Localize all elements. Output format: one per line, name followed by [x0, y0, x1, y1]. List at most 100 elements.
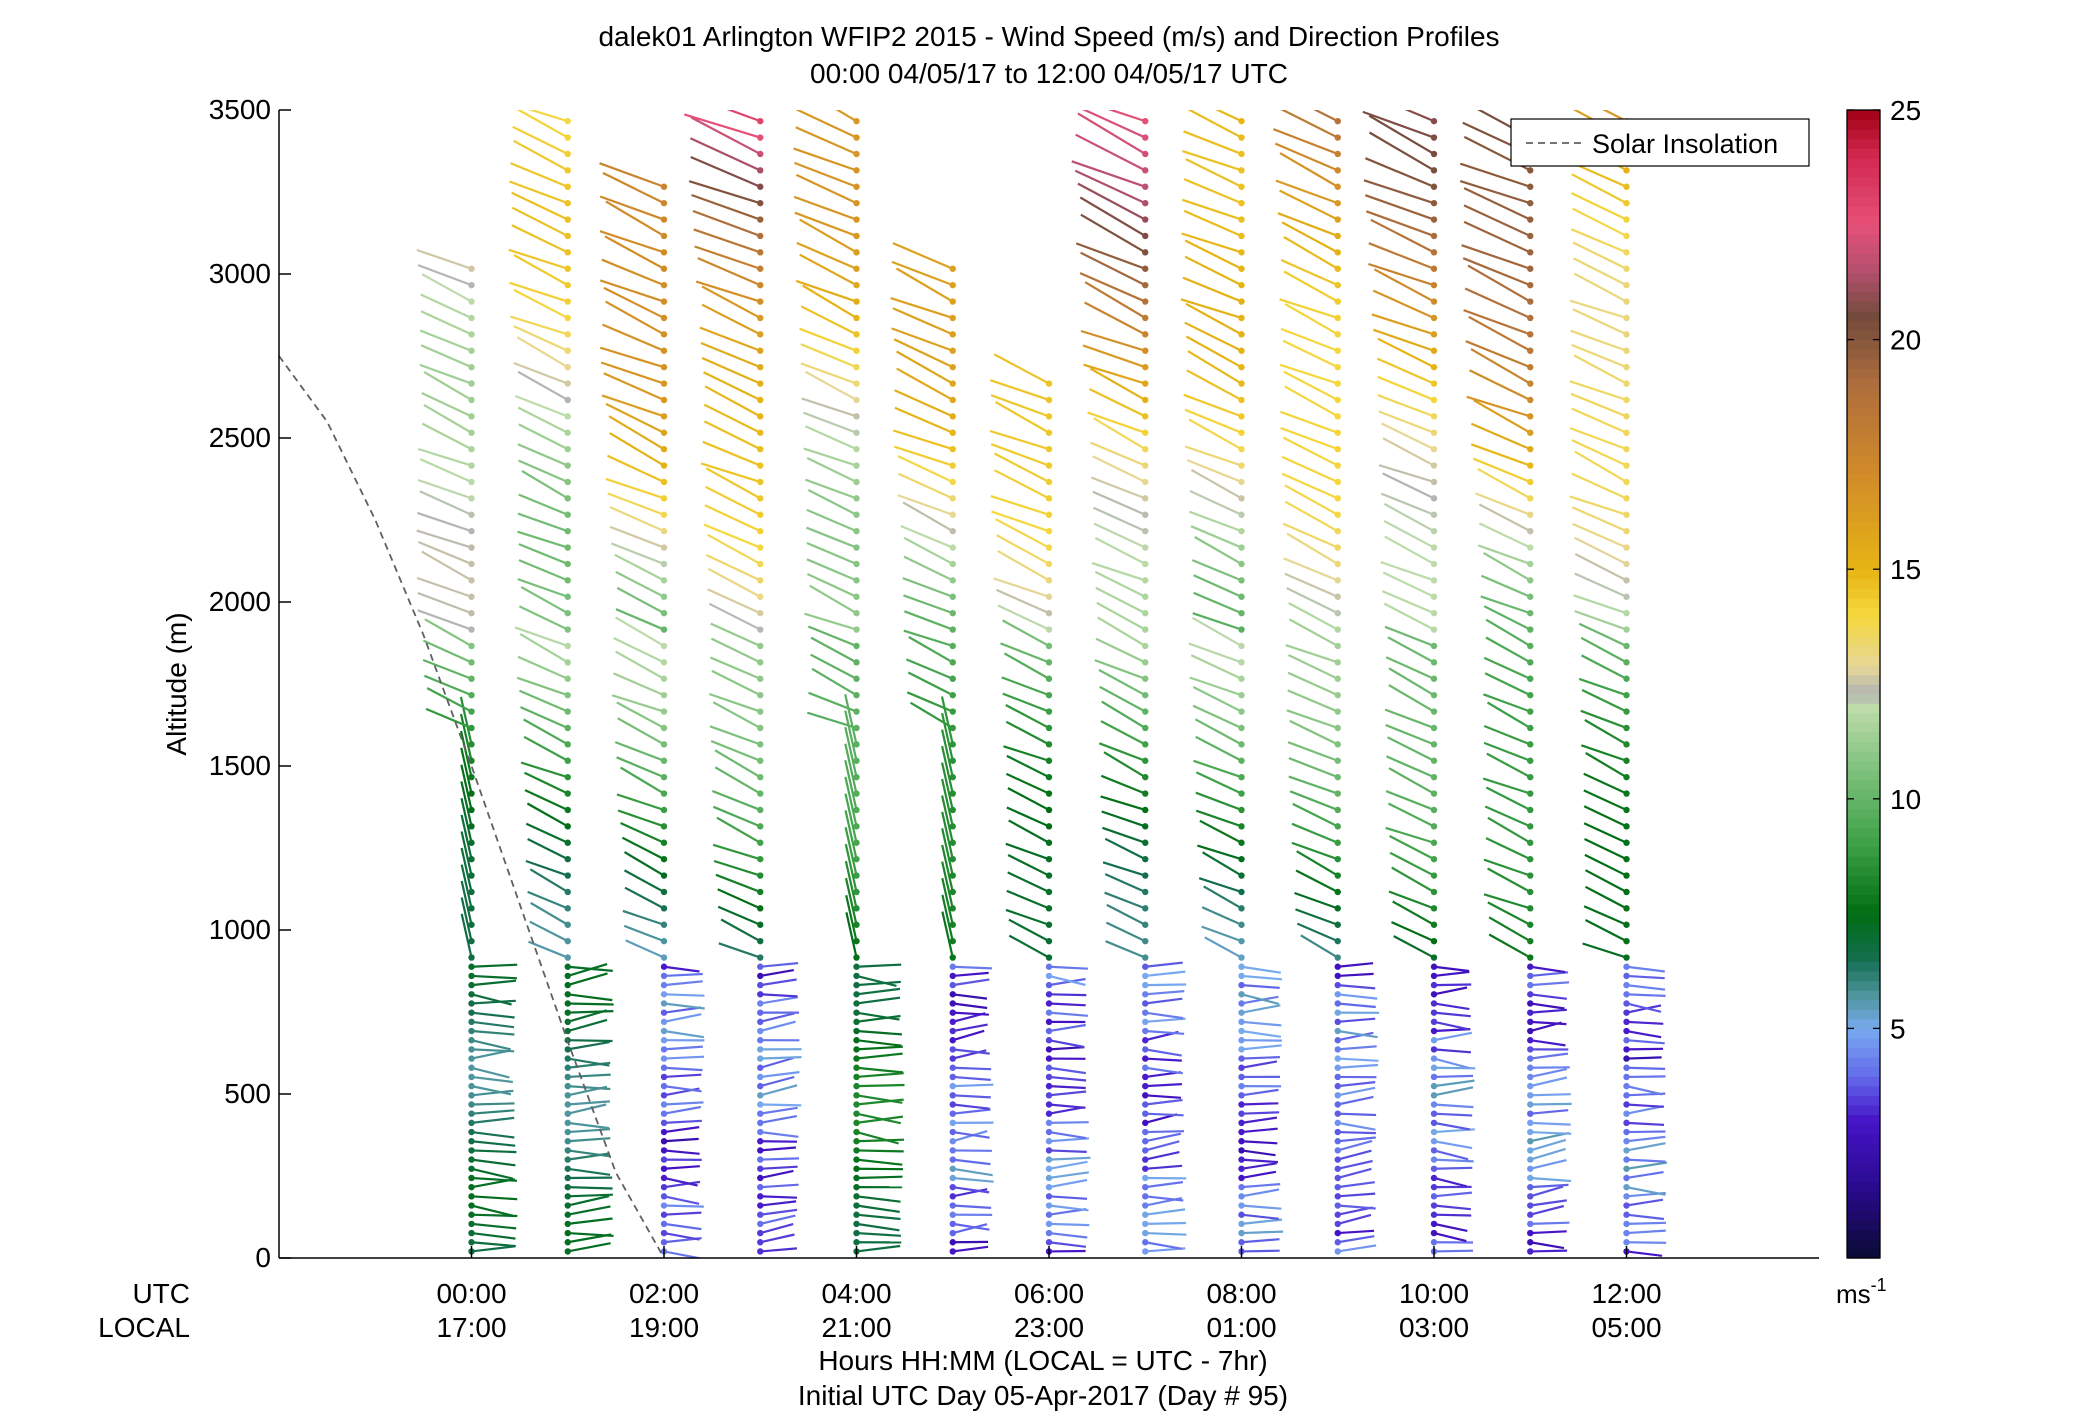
wind-barb [625, 939, 665, 959]
wind-barb-dot [1623, 1183, 1630, 1191]
wind-barb [1295, 908, 1339, 926]
wind-barb [941, 712, 954, 761]
wind-barb [1626, 1085, 1663, 1096]
wind-barb-dot [1238, 298, 1245, 305]
y-tick-label: 2000 [209, 586, 271, 617]
wind-barb [1574, 610, 1627, 631]
wind-barb [614, 553, 665, 582]
wind-barb [663, 1002, 705, 1010]
wind-barb [1185, 158, 1242, 188]
wind-barb-dot [757, 1211, 764, 1218]
wind-barb [1529, 1147, 1566, 1161]
wind-barb-dot [757, 495, 764, 502]
wind-barb-dot [564, 741, 571, 748]
wind-barb [1241, 1111, 1280, 1115]
wind-barb-dot [564, 183, 571, 190]
wind-barb-dot [1623, 757, 1630, 764]
wind-barb-dot [1334, 117, 1341, 125]
wind-barb-dot [468, 298, 475, 305]
wind-barb-dot [853, 1119, 860, 1127]
colorbar-segment [1847, 205, 1880, 216]
wind-barb-dot [660, 823, 668, 830]
wind-barb-dot [1527, 963, 1534, 970]
wind-barb [1145, 1164, 1183, 1170]
wind-barb [663, 965, 700, 973]
wind-barb-dot [660, 593, 668, 600]
wind-barb [1380, 561, 1435, 582]
wind-barb-dot [564, 1009, 571, 1016]
colorbar-segment [1847, 463, 1880, 475]
wind-barb-dot [1623, 249, 1630, 256]
wind-barb-dot [1430, 1220, 1438, 1228]
wind-barb [695, 280, 761, 303]
wind-barb [990, 443, 1050, 467]
wind-barb-dot [1430, 708, 1438, 715]
wind-barb [1462, 257, 1531, 287]
wind-barb [759, 1075, 795, 1088]
wind-barb-dot [1142, 1000, 1149, 1007]
wind-barb [1480, 574, 1531, 598]
wind-barb [991, 510, 1050, 533]
wind-barb [710, 739, 761, 762]
wind-barb [567, 1121, 610, 1130]
wind-barb-dot [757, 839, 764, 846]
utc-row-label: UTC [132, 1278, 190, 1309]
wind-barb-dot [1238, 1055, 1245, 1062]
wind-barb-dot [1142, 1073, 1149, 1081]
wind-barb-dot [1430, 1055, 1438, 1062]
wind-barb-dot [1142, 495, 1149, 502]
wind-barb [1092, 490, 1146, 516]
colorbar-segment [1847, 435, 1880, 446]
wind-barb [990, 394, 1050, 418]
colorbar-segment [1847, 1095, 1880, 1106]
wind-barb [1280, 258, 1339, 287]
colorbar-segment [1847, 731, 1880, 742]
wind-barb-dot [1238, 1193, 1245, 1200]
wind-barb [471, 1158, 516, 1167]
wind-barb [1048, 1156, 1091, 1161]
wind-barb [1284, 385, 1339, 418]
wind-barb [471, 1102, 515, 1106]
colorbar-segment [1847, 722, 1880, 733]
wind-barb [471, 1089, 514, 1097]
wind-barb-dot [949, 593, 956, 600]
colorbar-segment [1847, 502, 1880, 513]
wind-barb [526, 802, 569, 828]
wind-barb [806, 541, 857, 565]
wind-barb-dot [564, 216, 571, 223]
wind-barb-dot [1334, 150, 1341, 158]
wind-barb [567, 1018, 608, 1033]
wind-barb-dot [757, 1064, 764, 1071]
wind-barb-dot [1334, 1239, 1341, 1246]
wind-barb-dot [1430, 314, 1438, 322]
colorbar-segment [1847, 215, 1880, 226]
wind-barb [1144, 1140, 1180, 1152]
wind-barb [423, 674, 472, 697]
wind-barb [1459, 180, 1531, 205]
wind-barb-dot [468, 839, 475, 846]
wind-barb-dot [1142, 1165, 1149, 1172]
wind-barb [471, 999, 516, 1005]
wind-barb [1280, 327, 1339, 352]
wind-barb-dot [468, 1055, 475, 1062]
wind-barb [1389, 835, 1435, 861]
wind-barb-dot [757, 1229, 764, 1237]
wind-barb-dot [660, 806, 668, 814]
wind-barb-dot [949, 544, 956, 551]
colorbar-segment [1847, 282, 1880, 293]
wind-barb-dot [757, 981, 764, 989]
wind-barb-dot [468, 872, 475, 879]
wind-barb-dot [1527, 1110, 1534, 1117]
wind-barb-dot [660, 183, 668, 190]
wind-barb-dot [1527, 773, 1534, 781]
colorbar-segment [1847, 176, 1880, 188]
wind-barb [1368, 242, 1435, 270]
wind-barb [844, 726, 858, 778]
wind-barb [1530, 1052, 1569, 1060]
wind-barb [1087, 411, 1146, 434]
wind-barb [1279, 363, 1339, 385]
wind-barb-dot [660, 1138, 668, 1145]
wind-barb-dot [1238, 691, 1245, 699]
wind-barb-dot [564, 298, 571, 305]
wind-barb [460, 913, 473, 958]
